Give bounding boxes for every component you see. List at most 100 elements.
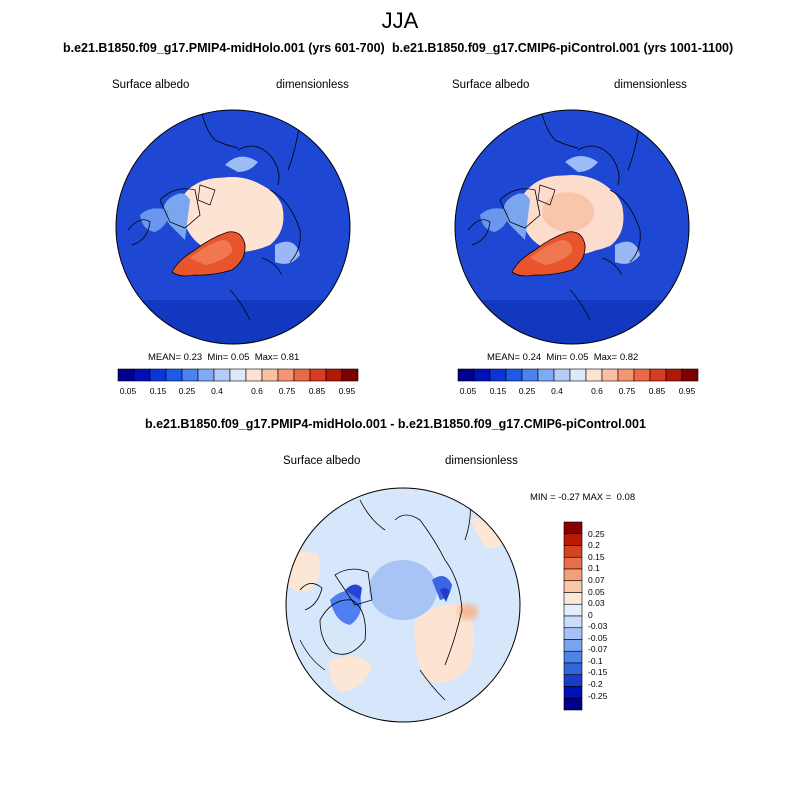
diff-tick: 0.07 [588,575,605,585]
colorbar-cell [649,368,667,382]
colorbar-cell [553,368,571,382]
diff-tick: 0.2 [588,540,600,550]
diff-polar-map [285,487,521,723]
right-tick: 0.4 [551,386,563,396]
left-tick: 0.15 [149,386,167,396]
colorbar-cell [563,662,583,676]
right-tick: 0.6 [591,386,603,396]
colorbar-cell [681,368,699,382]
colorbar-cell [585,368,603,382]
colorbar-cell [197,368,215,382]
colorbar-cell [665,368,683,382]
colorbar-cell [563,580,583,593]
colorbar-cell [563,627,583,640]
diff-tick: 0 [588,610,593,620]
left-tick: 0.25 [178,386,196,396]
diff-tick: -0.15 [588,667,608,677]
right-tick: 0.85 [648,386,666,396]
colorbar-cell [563,556,583,570]
diff-tick: 0.25 [588,529,605,539]
colorbar-cell [457,368,475,382]
right-tick: 0.15 [489,386,507,396]
diff-tick: 0.05 [588,587,605,597]
colorbar-cell [133,368,151,382]
map-border [115,109,351,345]
diff-stats: MIN = -0.27 MAX = 0.08 [530,492,636,503]
right-tick: 0.25 [518,386,536,396]
right-units-label: dimensionless [614,79,687,91]
diff-tick: -0.05 [588,633,608,643]
colorbar-cell [293,368,311,382]
colorbar-cell [563,592,583,605]
diff-units-label: dimensionless [445,455,518,467]
left-stats: MEAN= 0.23 Min= 0.05 Max= 0.81 [148,352,300,363]
colorbar-cell [563,639,583,652]
colorbar-cell [563,533,583,546]
diff-tick: -0.07 [588,644,608,654]
colorbar-cell [309,368,327,382]
colorbar-cell [563,568,583,582]
colorbar-cell [521,368,539,382]
right-variable-label: Surface albedo [452,79,530,91]
colorbar-cell [563,674,583,687]
right-tick: 0.95 [678,386,696,396]
diff-panel-title: b.e21.B1850.f09_g17.PMIP4-midHolo.001 - … [145,417,646,431]
arctic-ice-high [542,192,594,232]
diff-tick: -0.25 [588,691,608,701]
right-polar-map [454,109,690,345]
diff-colorbar [563,521,583,711]
left-tick: 0.05 [119,386,137,396]
diff-tick: -0.1 [588,656,603,666]
colorbar-cell [633,368,651,382]
diff-tick: 0.15 [588,552,605,562]
right-colorbar [457,368,699,382]
colorbar-cell [245,368,263,382]
left-panel-title: b.e21.B1850.f09_g17.PMIP4-midHolo.001 (y… [63,41,385,55]
diff-tick: -0.2 [588,679,603,689]
left-tick: 0.85 [308,386,326,396]
colorbar-cell [213,368,231,382]
colorbar-cell [505,368,523,382]
colorbar-cell [563,697,583,711]
colorbar-cell [617,368,635,382]
colorbar-cell [149,368,167,382]
colorbar-cell [563,545,583,558]
colorbar-cell [165,368,183,382]
diff-tick: 0.03 [588,598,605,608]
diff-tick: 0.1 [588,563,600,573]
colorbar-cell [537,368,555,382]
colorbar-cell [563,650,583,664]
season-title: JJA [381,8,419,33]
colorbar-cell [489,368,507,382]
right-stats: MEAN= 0.24 Min= 0.05 Max= 0.82 [487,352,639,363]
left-tick: 0.95 [338,386,356,396]
left-units-label: dimensionless [276,79,349,91]
right-tick: 0.75 [618,386,636,396]
colorbar-cell [563,521,583,535]
central-arctic-decrease [369,560,437,620]
left-polar-map [115,109,351,345]
colorbar-cell [261,368,279,382]
left-tick: 0.4 [211,386,223,396]
right-tick: 0.05 [459,386,477,396]
left-colorbar [117,368,359,382]
colorbar-cell [473,368,491,382]
colorbar-cell [601,368,619,382]
diff-tick: -0.03 [588,621,608,631]
colorbar-cell [325,368,343,382]
diff-variable-label: Surface albedo [283,455,361,467]
colorbar-cell [563,603,583,617]
left-tick: 0.75 [278,386,296,396]
left-variable-label: Surface albedo [112,79,190,91]
colorbar-cell [229,368,247,382]
colorbar-cell [181,368,199,382]
colorbar-cell [569,368,587,382]
colorbar-cell [563,615,583,629]
colorbar-cell [341,368,359,382]
colorbar-cell [563,686,583,699]
colorbar-cell [277,368,295,382]
colorbar-cell [117,368,135,382]
right-panel-title: b.e21.B1850.f09_g17.CMIP6-piControl.001 … [392,41,734,55]
left-tick: 0.6 [251,386,263,396]
